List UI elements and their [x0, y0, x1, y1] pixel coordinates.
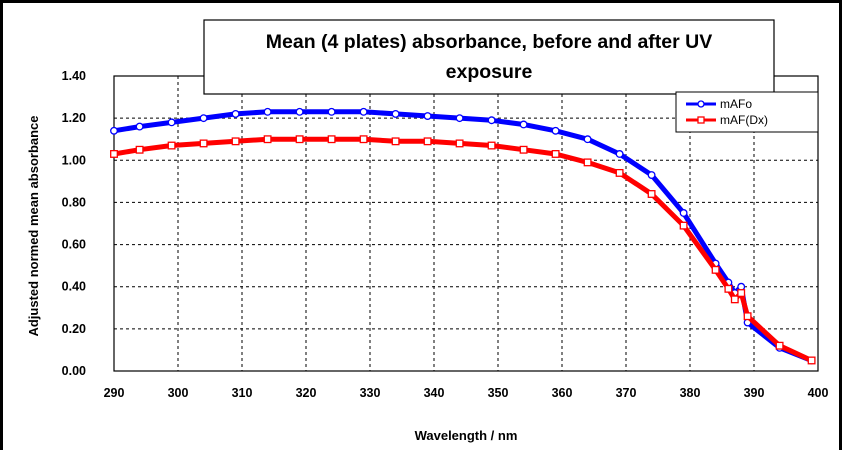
series-layer — [110, 107, 816, 365]
y-tick-label: 0.40 — [62, 280, 86, 294]
data-point — [724, 284, 733, 293]
data-point — [391, 137, 400, 146]
data-point — [487, 141, 496, 150]
y-tick-label: 0.00 — [62, 364, 86, 378]
x-axis-title: Wavelength / nm — [415, 428, 518, 443]
y-tick-label: 0.20 — [62, 322, 86, 336]
data-point — [615, 150, 624, 158]
data-point — [807, 356, 816, 365]
data-point — [110, 126, 118, 135]
data-point — [359, 107, 368, 116]
chart-title-box: Mean (4 plates) absorbance, before and a… — [203, 19, 775, 95]
data-point — [519, 120, 528, 129]
data-point — [519, 145, 528, 154]
data-point — [327, 107, 336, 116]
data-point — [199, 139, 208, 148]
data-point — [737, 282, 746, 291]
data-point — [679, 209, 688, 217]
legend-label-mafo: mAFo — [720, 97, 752, 111]
legend-label-mafdx: mAF(Dx) — [720, 113, 768, 127]
data-point — [583, 135, 592, 144]
data-point — [455, 139, 464, 148]
y-tick-label: 1.00 — [62, 153, 86, 167]
x-tick-label: 330 — [360, 386, 381, 400]
data-point — [231, 137, 240, 146]
data-point — [263, 135, 272, 144]
data-point — [199, 114, 208, 123]
legend-entry-mafo: mAFo — [686, 97, 752, 111]
chart-title-line-1: Mean (4 plates) absorbance, before and a… — [266, 31, 712, 53]
x-tick-label: 290 — [104, 386, 125, 400]
data-point — [295, 135, 304, 144]
y-tick-label: 0.60 — [62, 238, 86, 252]
x-tick-label: 340 — [424, 386, 445, 400]
data-point — [391, 109, 400, 118]
legend-entry-mafdx: mAF(Dx) — [686, 113, 768, 127]
data-point — [359, 135, 368, 144]
data-point — [647, 190, 656, 198]
x-tick-label: 370 — [616, 386, 637, 400]
data-point — [110, 150, 118, 158]
chart-title-line-2: exposure — [446, 61, 533, 83]
y-axis-title: Adjusted normed mean absorbance — [26, 115, 41, 336]
x-tick-label: 320 — [296, 386, 317, 400]
x-tick-label: 300 — [168, 386, 189, 400]
y-tick-label: 1.40 — [62, 69, 86, 83]
data-point — [647, 171, 656, 179]
data-point — [551, 150, 560, 158]
data-point — [423, 137, 432, 146]
data-point — [487, 116, 496, 125]
x-tick-label: 350 — [488, 386, 509, 400]
x-tick-label: 310 — [232, 386, 253, 400]
data-point — [327, 135, 336, 144]
y-tick-labels: 0.00 0.20 0.40 0.60 0.80 1.00 1.20 1.40 — [62, 69, 86, 378]
data-point — [167, 118, 176, 127]
data-point — [135, 145, 144, 154]
data-point — [730, 295, 739, 304]
x-tick-label: 360 — [552, 386, 573, 400]
y-tick-label: 0.80 — [62, 195, 86, 209]
data-point — [295, 107, 304, 116]
x-tick-label: 400 — [808, 386, 829, 400]
y-tick-label: 1.20 — [62, 111, 86, 125]
legend: mAFo mAF(Dx) — [675, 91, 819, 133]
data-point — [775, 341, 784, 350]
data-point — [743, 312, 752, 321]
data-point — [423, 112, 432, 120]
x-tick-label: 380 — [680, 386, 701, 400]
data-point — [679, 221, 688, 230]
data-point — [167, 141, 176, 150]
data-point — [231, 109, 240, 118]
data-point — [455, 114, 464, 123]
data-point — [551, 126, 560, 135]
data-point — [711, 265, 720, 274]
data-point — [615, 168, 624, 177]
x-tick-label: 390 — [744, 386, 765, 400]
data-point — [583, 158, 592, 167]
data-point — [737, 289, 746, 297]
series-maf-dx — [110, 135, 816, 365]
data-point — [263, 107, 272, 116]
x-tick-labels: 290 300 310 320 330 340 350 360 370 380 390 400 — [104, 386, 829, 400]
data-point — [135, 122, 144, 131]
